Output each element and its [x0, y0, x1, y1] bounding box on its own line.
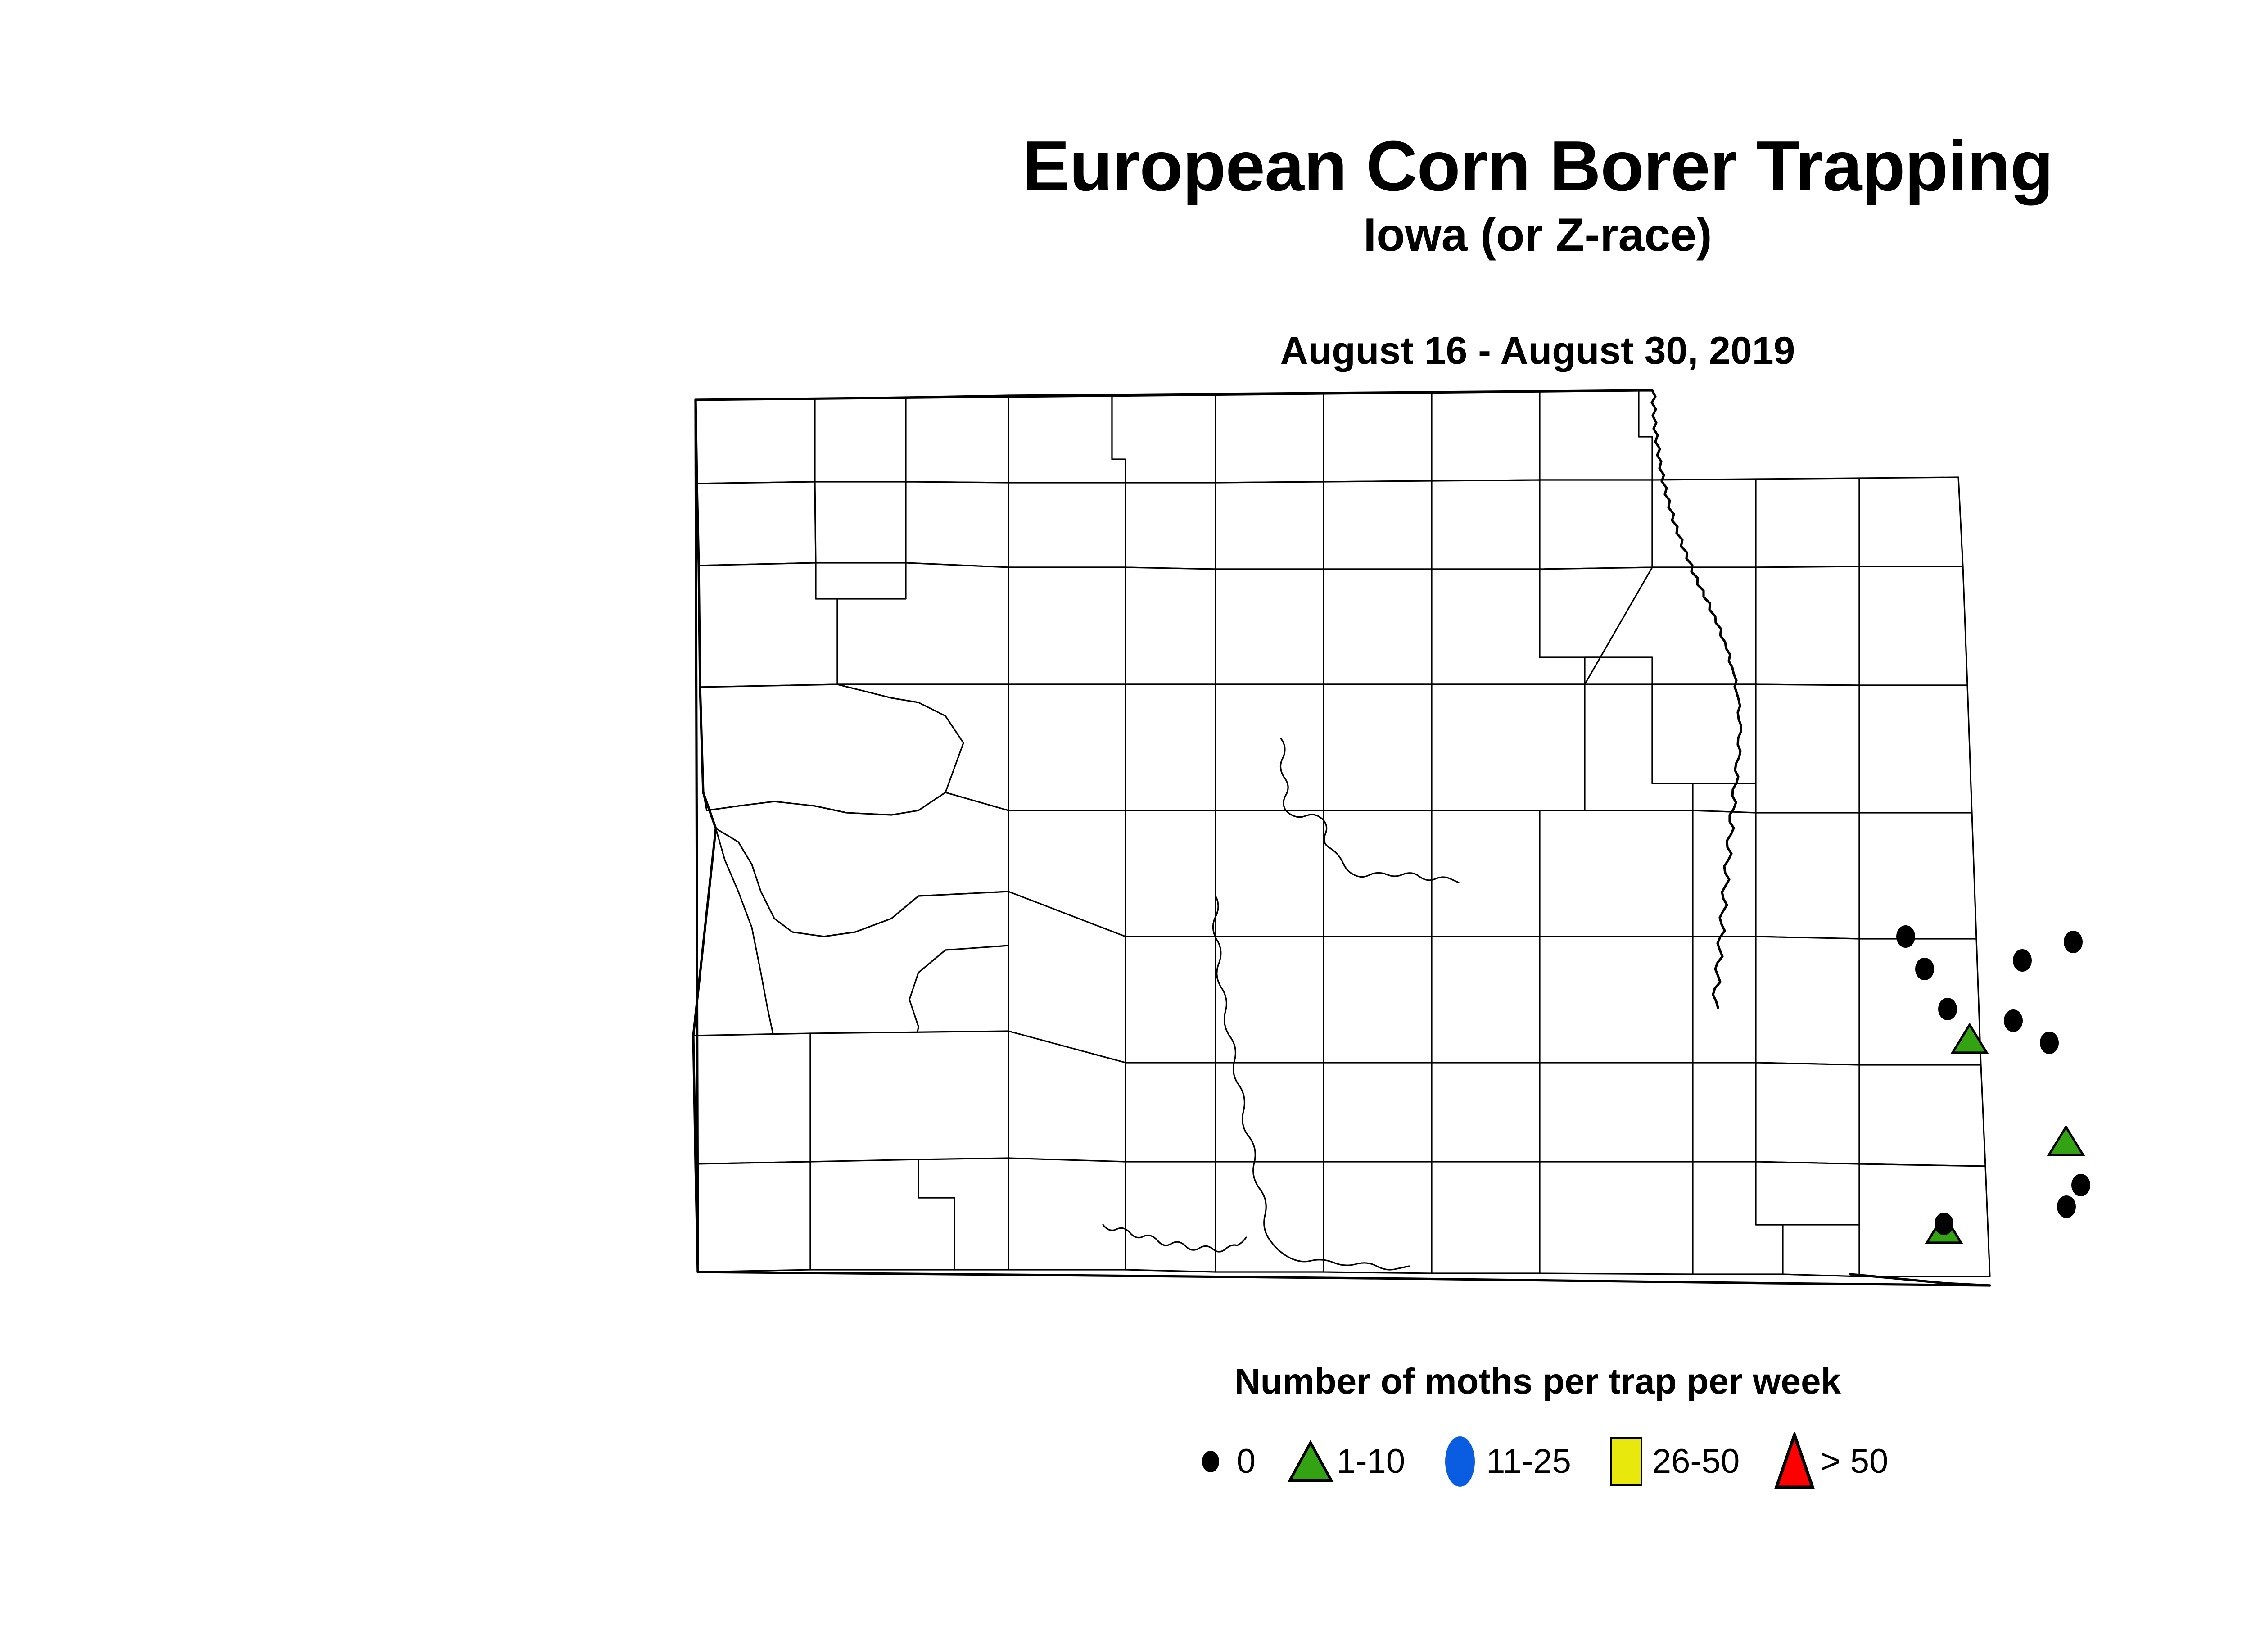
north-dakota-map[interactable]	[603, 387, 2188, 1342]
trap-marker[interactable]	[1950, 1023, 1989, 1054]
legend-label-over-50: > 50	[1821, 1442, 1889, 1480]
legend-item-over-50[interactable]: > 50	[1771, 1432, 1889, 1489]
missouri-river	[1212, 738, 1460, 1271]
legend-item-1-10[interactable]: 1-10	[1287, 1435, 1437, 1489]
legend-item-0[interactable]: 0	[1187, 1435, 1287, 1489]
trap-marker[interactable]	[2064, 931, 2083, 953]
yellow-square-icon	[1603, 1435, 1650, 1489]
title-block: European Corn Borer Trapping Iowa (or Z-…	[0, 131, 2251, 258]
legend-label-26-50: 26-50	[1652, 1442, 1740, 1480]
trap-marker[interactable]	[1938, 998, 1957, 1020]
map-svg	[692, 389, 2090, 1287]
county-boundaries	[693, 390, 1990, 1276]
date-range-label: August 16 - August 30, 2019	[1280, 329, 1795, 372]
legend-label-0: 0	[1236, 1442, 1256, 1480]
trap-markers[interactable]	[1896, 925, 2090, 1244]
trap-marker[interactable]	[2004, 1009, 2023, 1032]
trap-marker[interactable]	[1935, 1213, 1953, 1235]
legend-item-26-50[interactable]: 26-50	[1603, 1435, 1771, 1489]
page-title: European Corn Borer Trapping	[1022, 127, 2054, 206]
red-triangle-icon	[1771, 1432, 1818, 1489]
legend-label-1-10: 1-10	[1336, 1442, 1406, 1480]
page-subtitle: Iowa (or Z-race)	[1363, 209, 1712, 261]
west-state-border	[694, 398, 699, 1273]
trap-marker[interactable]	[2047, 1125, 2085, 1156]
trap-marker[interactable]	[2040, 1032, 2059, 1054]
trap-marker[interactable]	[2013, 949, 2032, 972]
trap-marker[interactable]	[1915, 958, 1934, 980]
state-outline	[692, 389, 1991, 1287]
legend: 0 1-10 11-25 26-50	[0, 1432, 2251, 1489]
black-dot-icon	[1187, 1435, 1234, 1489]
legend-item-11-25[interactable]: 11-25	[1437, 1435, 1603, 1489]
trap-marker[interactable]	[2071, 1174, 2090, 1196]
trap-marker[interactable]	[2057, 1195, 2076, 1218]
trap-marker[interactable]	[1896, 925, 1915, 948]
green-triangle-icon	[1287, 1435, 1334, 1489]
blue-circle-icon	[1437, 1435, 1483, 1489]
legend-title: Number of moths per trap per week	[1234, 1361, 1841, 1401]
south-river-segment	[1102, 1224, 1247, 1253]
legend-label-11-25: 11-25	[1486, 1442, 1571, 1480]
